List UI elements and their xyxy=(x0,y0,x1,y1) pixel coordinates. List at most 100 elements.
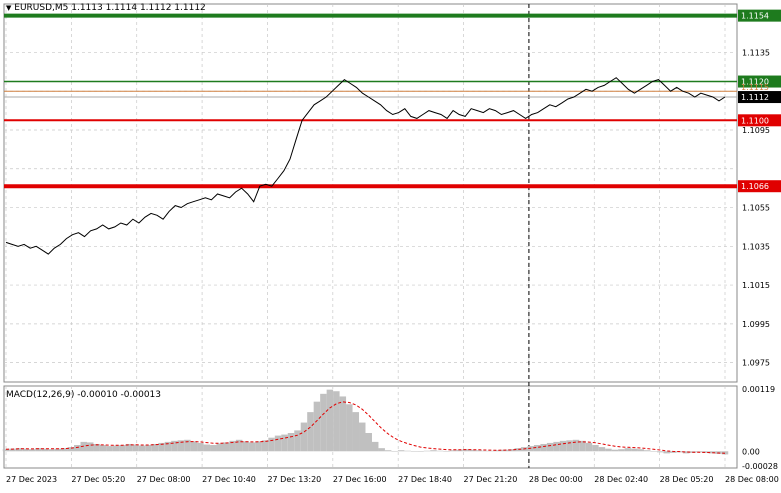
time-tick-label: 27 Dec 05:20 xyxy=(71,475,125,484)
macd-bar xyxy=(572,439,580,452)
macd-bar xyxy=(339,396,347,452)
macd-bar xyxy=(22,448,29,452)
macd-tick-label: -0.00028 xyxy=(742,462,778,471)
macd-bar xyxy=(397,450,405,452)
price-panel-border xyxy=(3,3,738,383)
price-tag xyxy=(738,180,781,193)
price-tag xyxy=(738,114,781,127)
macd-bar xyxy=(184,439,191,452)
price-tag-label: 1.1066 xyxy=(741,182,769,191)
macd-bar xyxy=(391,451,398,452)
macd-bar xyxy=(598,447,606,452)
macd-bar xyxy=(67,447,75,452)
macd-bar xyxy=(119,445,126,452)
price-tag xyxy=(738,75,781,88)
macd-bar xyxy=(203,444,211,452)
macd-bar xyxy=(443,451,450,452)
macd-bar xyxy=(86,442,94,452)
macd-bar xyxy=(158,442,165,452)
symbol-info: ▼ EURUSD,M5 1.1113 1.1114 1.1112 1.1112 xyxy=(6,3,206,13)
macd-bar xyxy=(592,445,599,452)
macd-bar xyxy=(371,441,379,452)
macd-bar xyxy=(197,442,204,452)
macd-bar xyxy=(404,450,411,452)
macd-bar xyxy=(378,448,385,452)
macd-bar xyxy=(631,448,638,452)
macd-bar xyxy=(624,448,632,452)
price-tick-label: 1.0975 xyxy=(742,359,770,368)
macd-bar xyxy=(352,412,360,452)
macd-bar xyxy=(579,440,586,452)
macd-bar xyxy=(559,440,567,452)
macd-bar xyxy=(469,449,476,452)
macd-bar xyxy=(553,441,560,452)
macd-info: MACD(12,26,9) -0.00010 -0.00013 xyxy=(6,390,162,400)
macd-bar xyxy=(605,448,612,452)
macd-bar xyxy=(708,451,716,454)
time-tick-label: 27 Dec 21:20 xyxy=(464,475,518,484)
macd-tick-label: 0.00 xyxy=(742,447,760,456)
price-tag-label: 1.1112 xyxy=(741,93,769,102)
time-tick-label: 27 Dec 13:20 xyxy=(267,475,321,484)
macd-bar xyxy=(307,412,314,452)
macd-bar xyxy=(48,449,55,452)
macd-bar xyxy=(566,440,573,452)
macd-bar xyxy=(112,445,120,452)
macd-bar xyxy=(326,389,334,452)
macd-bar xyxy=(514,448,521,452)
time-tick-label: 27 Dec 08:00 xyxy=(137,475,191,484)
macd-signal-line xyxy=(5,401,726,454)
time-tick-label: 28 Dec 05:20 xyxy=(660,475,714,484)
macd-bar xyxy=(248,442,256,452)
price-tag xyxy=(738,9,781,22)
macd-bar xyxy=(9,448,16,452)
macd-bar xyxy=(462,449,470,452)
macd-bar xyxy=(190,441,198,452)
macd-bar xyxy=(546,442,554,452)
symbol-info-text: EURUSD,M5 1.1113 1.1114 1.1112 1.1112 xyxy=(14,3,206,13)
macd-bar xyxy=(41,448,49,452)
macd-bar xyxy=(138,445,146,452)
macd-bar xyxy=(436,450,444,452)
macd-bar xyxy=(456,449,463,452)
time-tick-label: 28 Dec 00:00 xyxy=(529,475,583,484)
macd-bar xyxy=(449,450,457,452)
macd-bar xyxy=(255,441,262,452)
macd-bar xyxy=(177,440,185,452)
price-tag-label: 1.1154 xyxy=(741,12,769,21)
price-tag xyxy=(738,91,781,104)
macd-bar xyxy=(210,445,217,452)
macd-bar xyxy=(287,433,295,452)
price-tick-label: 1.1055 xyxy=(742,204,770,213)
macd-bar xyxy=(35,448,42,452)
collapse-triangle-icon[interactable]: ▼ xyxy=(6,4,12,12)
macd-bar xyxy=(533,445,541,452)
macd-bar xyxy=(300,422,308,452)
macd-bar xyxy=(475,450,483,452)
time-tick-label: 28 Dec 02:40 xyxy=(594,475,648,484)
macd-bar xyxy=(637,449,645,452)
macd-bar xyxy=(268,437,275,452)
macd-bar xyxy=(669,451,677,453)
macd-bar xyxy=(61,448,68,452)
price-tick-label: 1.1015 xyxy=(742,281,770,290)
macd-bar xyxy=(132,444,139,452)
macd-bar xyxy=(216,443,223,452)
macd-bar xyxy=(650,451,657,452)
macd-bar xyxy=(93,443,100,452)
macd-bar xyxy=(15,448,23,452)
macd-bar xyxy=(222,442,230,452)
price-tag-label: 1.1120 xyxy=(741,78,769,87)
macd-bar xyxy=(54,448,62,452)
macd-bar xyxy=(702,451,709,453)
macd-bar xyxy=(151,443,159,452)
macd-bar xyxy=(611,449,619,452)
macd-bar xyxy=(294,430,301,452)
macd-bar xyxy=(618,449,625,452)
macd-bar xyxy=(125,443,133,452)
macd-bar xyxy=(171,440,178,452)
macd-bar xyxy=(242,441,249,452)
macd-bar xyxy=(28,449,36,452)
